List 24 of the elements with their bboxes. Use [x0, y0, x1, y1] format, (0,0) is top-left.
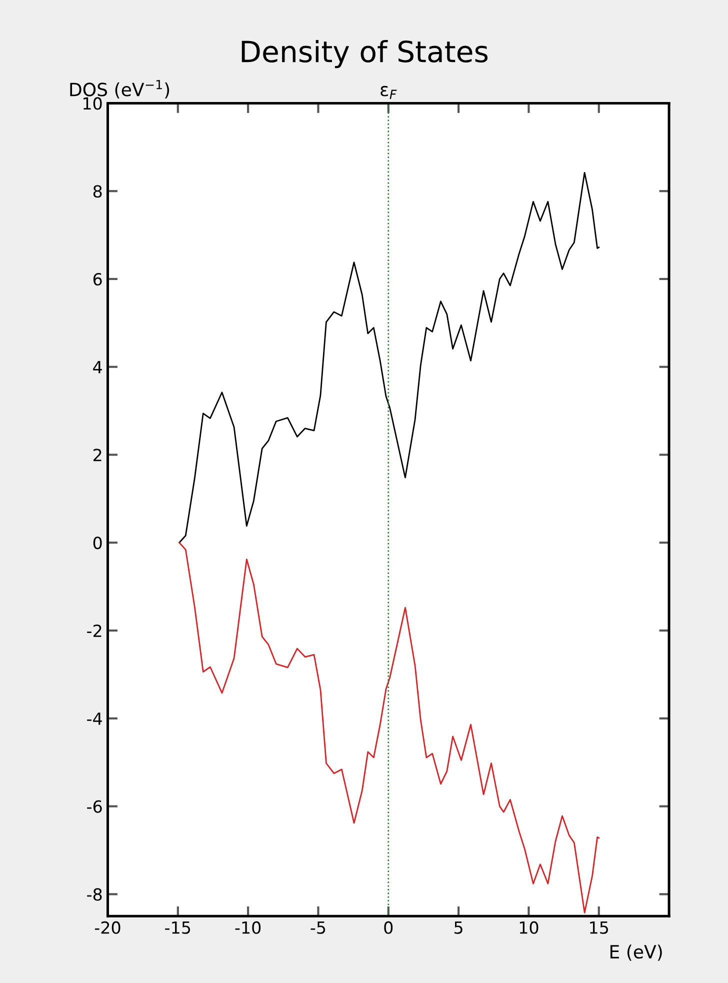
- y-tick-label: -4: [87, 712, 102, 725]
- y-tick-label: 10: [84, 97, 102, 110]
- line-series: [178, 172, 600, 544]
- y-tick-label: -2: [87, 624, 102, 637]
- ref-line-label: ε$_{F}$: [380, 86, 397, 99]
- x-tick-label: -5: [310, 922, 326, 934]
- y-tick-label: 4: [93, 361, 102, 374]
- y-tick-label: -6: [87, 800, 102, 813]
- chart-title: Density of States: [242, 40, 488, 68]
- y-tick-label: 0: [93, 536, 102, 550]
- x-axis-title: E (eV): [610, 944, 662, 961]
- x-tick-label: -20: [94, 921, 120, 934]
- y-axis-title: DOS (eV$^{−1}$): [70, 80, 170, 98]
- y-tick-label: 2: [94, 448, 102, 462]
- y-tick-label: -8: [87, 888, 102, 901]
- x-tick-label: 5: [454, 922, 462, 934]
- x-tick-label: 10: [520, 921, 538, 934]
- line-series: [178, 542, 600, 914]
- y-tick-label: 6: [93, 272, 102, 286]
- x-tick-label: -15: [165, 922, 190, 934]
- x-tick-label: 15: [590, 922, 608, 934]
- x-tick-label: 0: [384, 921, 393, 934]
- y-tick-label: 8: [93, 185, 102, 198]
- x-tick-label: -10: [235, 921, 261, 934]
